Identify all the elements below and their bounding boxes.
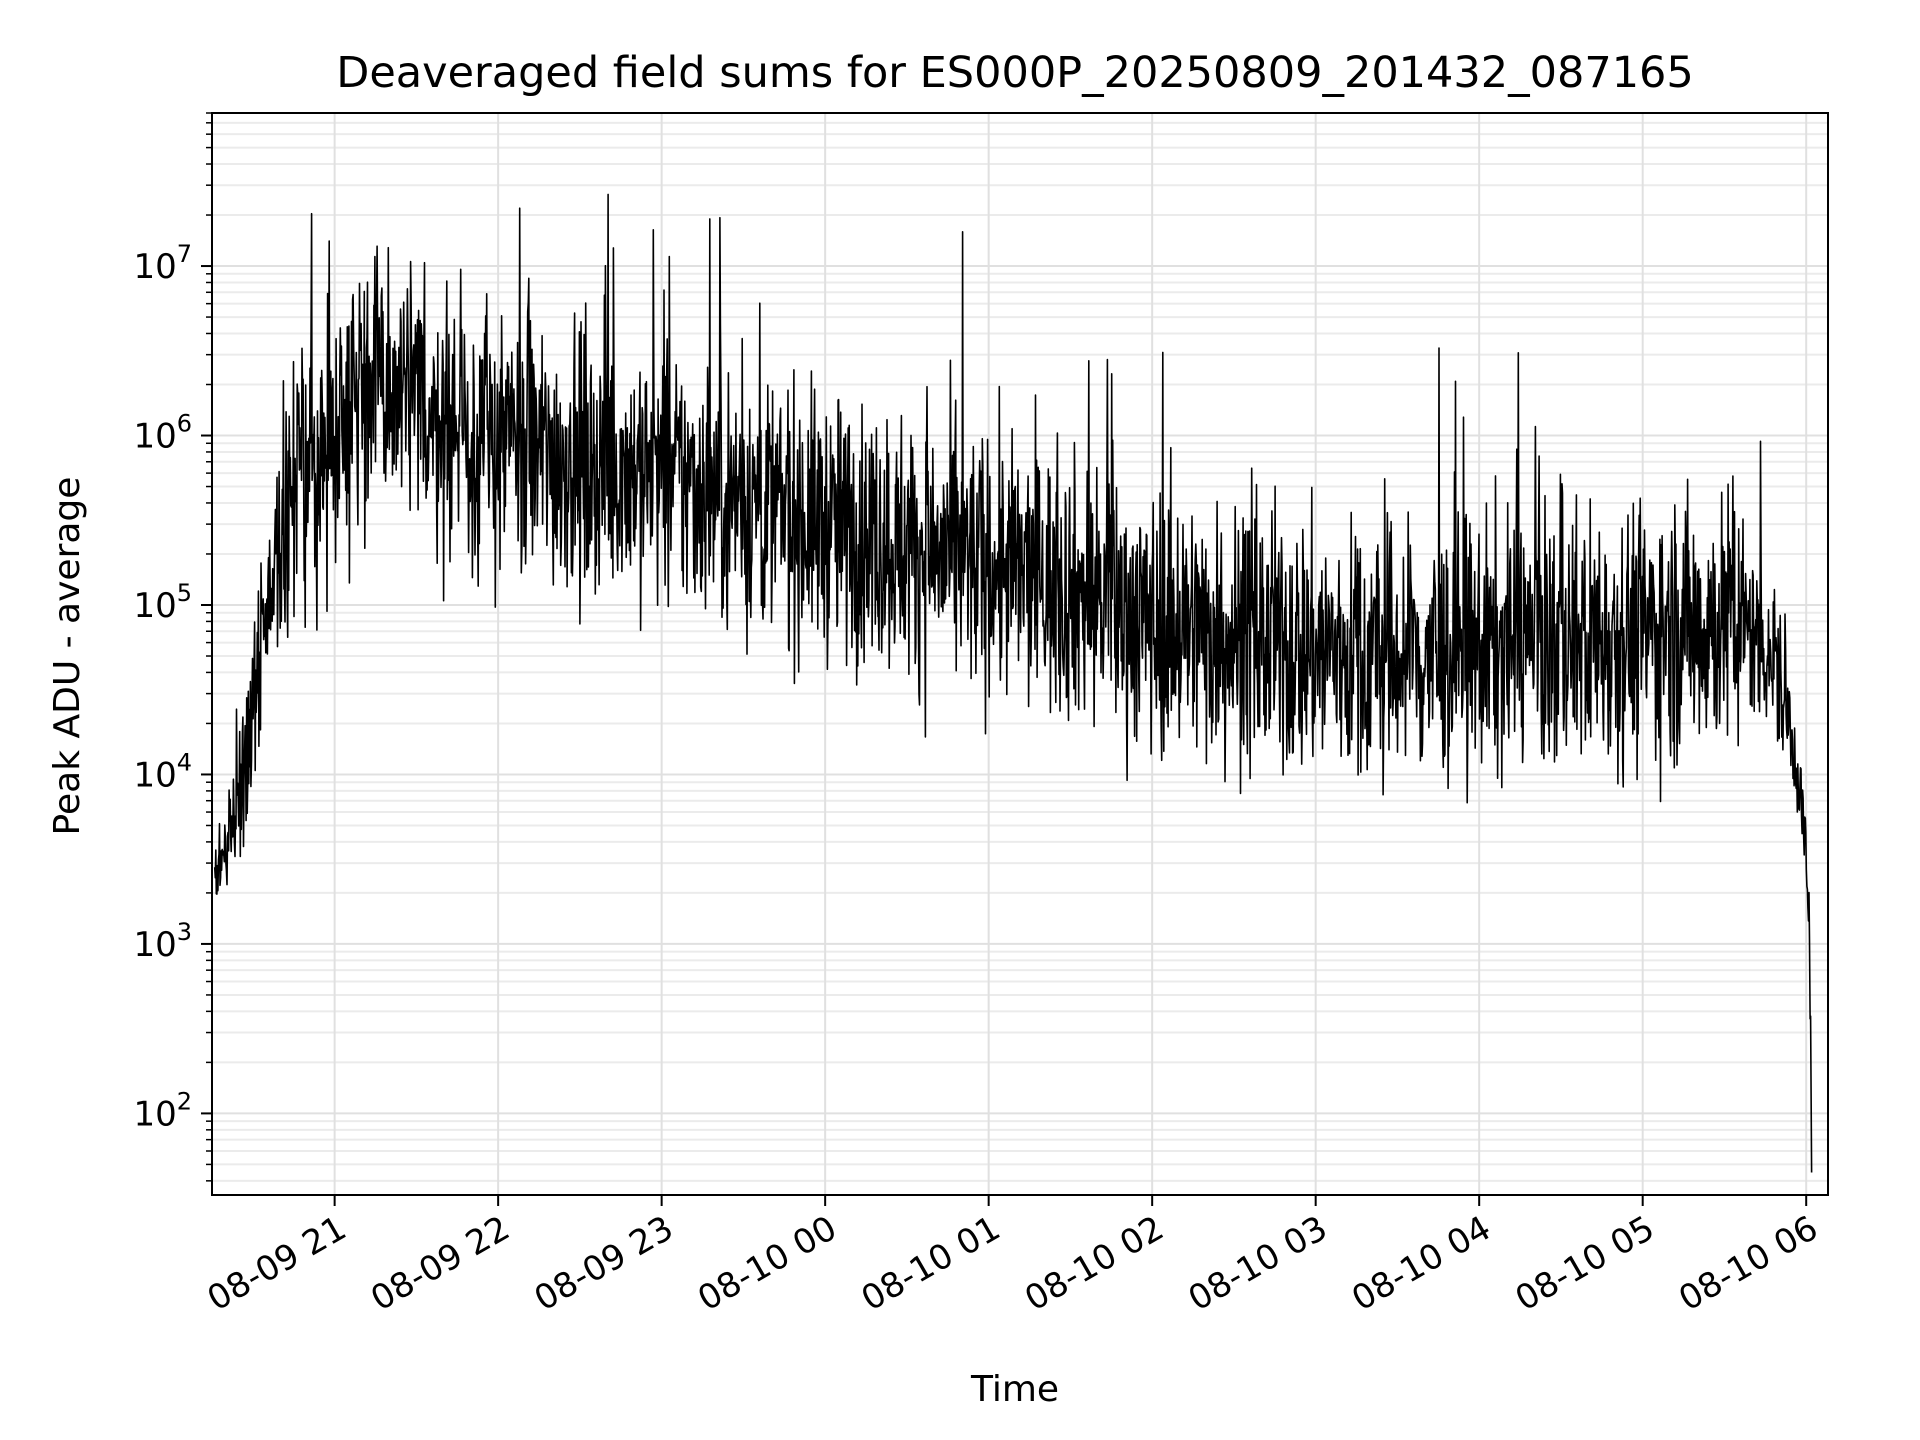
y-tick-label: 102 xyxy=(133,1087,192,1134)
y-tick-label: 105 xyxy=(133,579,192,626)
y-tick-label: 104 xyxy=(133,748,192,795)
series-line xyxy=(213,193,1813,1173)
x-axis-label: Time xyxy=(970,1369,1059,1410)
y-axis-label: Peak ADU - average xyxy=(47,477,88,836)
y-tick-label: 106 xyxy=(133,410,192,457)
y-tick-label: 107 xyxy=(133,240,192,287)
chart-title: Deaveraged field sums for ES000P_2025080… xyxy=(336,48,1694,98)
plot-area-frame xyxy=(211,112,1829,1196)
y-axis-ticks: 102 103 104 105 106 107 xyxy=(133,112,212,1182)
series-line-group xyxy=(213,193,1813,1173)
y-tick-label: 103 xyxy=(133,918,192,965)
